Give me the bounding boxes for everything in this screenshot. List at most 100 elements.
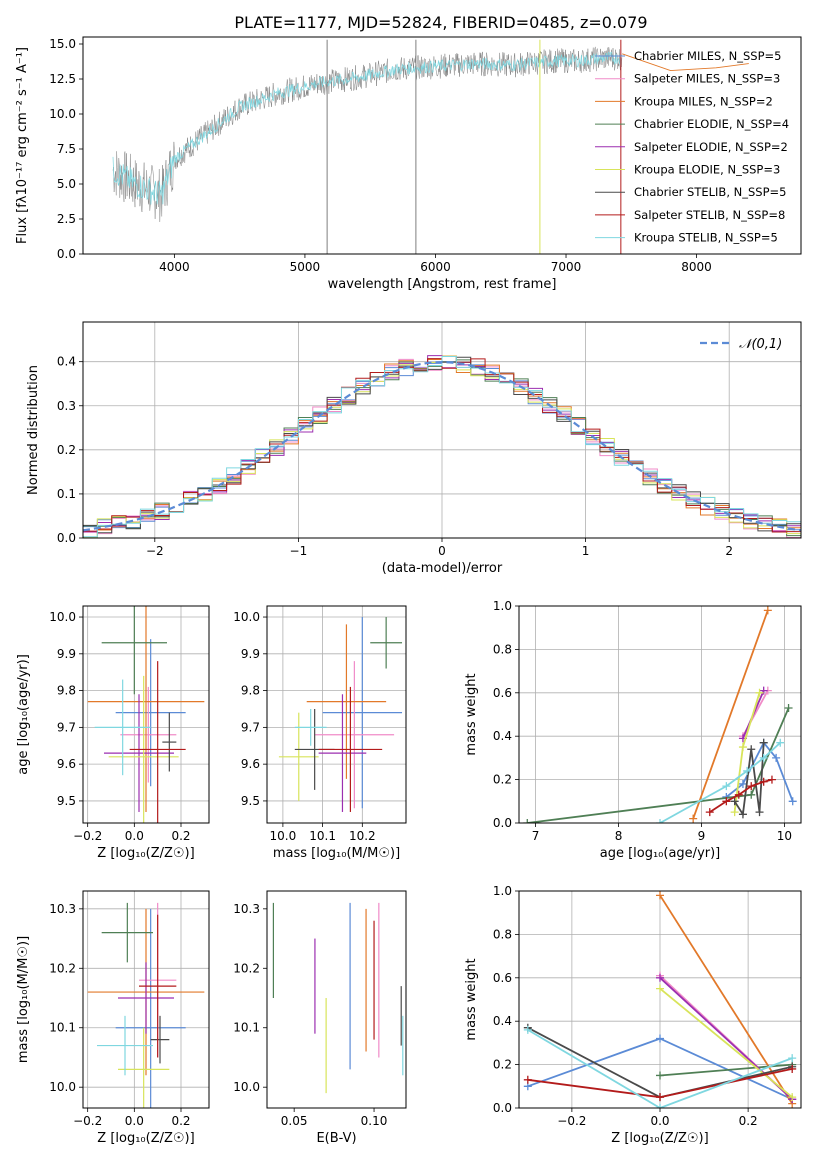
series-marker <box>734 790 743 799</box>
y-tick-label: 9.9 <box>57 647 76 661</box>
y-tick-label: 0.4 <box>57 355 76 369</box>
x-tick-label: −0.2 <box>73 1114 102 1128</box>
y-tick-label: 0.0 <box>57 531 76 545</box>
y-axis-label: mass weight <box>464 673 479 755</box>
series-marker <box>656 1093 664 1102</box>
axes-frame <box>82 36 802 255</box>
plot-area-weight_vs_Z <box>523 891 797 1108</box>
series-marker <box>656 891 664 900</box>
y-tick-label: 10.3 <box>49 902 76 916</box>
chart-weight_vs_Z: −0.2 0.0 0.2 0.0 0.2 0.4 0.6 0.8 1.0 Z [log₁₀(Z/Z… <box>464 884 802 1146</box>
y-tick-label: 0.0 <box>493 816 512 830</box>
x-tick-label: 0.05 <box>281 1114 308 1128</box>
x-tick-label: 10.2 <box>349 829 376 843</box>
y-tick-label: 0.8 <box>493 642 512 656</box>
weight-series <box>527 1029 793 1108</box>
x-tick-label: 0.0 <box>650 1114 669 1128</box>
x-axis-label: Z [log₁₀(Z/Z☉)] <box>97 1131 194 1146</box>
series-marker <box>788 797 797 806</box>
y-tick-label: 9.8 <box>57 684 76 698</box>
x-tick-label: 10.0 <box>270 829 297 843</box>
x-tick-label: 5000 <box>290 260 321 274</box>
x-tick-label: 0.0 <box>125 829 144 843</box>
series-marker <box>759 777 768 786</box>
y-tick-label: 9.7 <box>241 720 260 734</box>
y-tick-label: 0.6 <box>493 686 512 700</box>
series-marker <box>767 775 776 784</box>
weight-series <box>659 987 793 1098</box>
axes-frame <box>82 321 802 539</box>
x-tick-label: 1 <box>582 544 590 558</box>
x-axis-label: (data-model)/error <box>382 561 503 576</box>
series-marker <box>755 688 764 697</box>
series-marker <box>747 782 756 791</box>
legend-label: Kroupa STELIB, N_SSP=5 <box>634 231 778 245</box>
y-tick-label: 9.5 <box>241 794 260 808</box>
x-axis-label: mass [log₁₀(M/M☉)] <box>273 846 400 861</box>
y-tick-label: 0.8 <box>493 927 512 941</box>
y-axis-label: Flux [fλ10⁻¹⁷ erg cm⁻² s⁻¹ A⁻¹] <box>15 47 30 244</box>
x-tick-label: 8000 <box>681 260 712 274</box>
series-marker <box>788 1093 797 1102</box>
x-tick-label: 0.2 <box>171 1114 190 1128</box>
x-tick-label: 0.10 <box>361 1114 388 1128</box>
y-tick-label: 10.0 <box>49 1080 76 1094</box>
series-marker <box>730 797 739 806</box>
legend-label: Salpeter MILES, N_SSP=3 <box>634 72 780 86</box>
x-tick-label: −2 <box>146 544 164 558</box>
series-marker <box>722 797 731 806</box>
axes-frame <box>266 605 407 824</box>
axes-frame <box>266 890 407 1109</box>
chart-residuals: −2 −1 0 1 2 0.0 0.1 0.2 0.3 0.4 (data-model)/error… <box>26 321 802 576</box>
x-tick-label: 0.0 <box>125 1114 144 1128</box>
series-marker <box>788 1054 797 1063</box>
series-marker <box>747 745 756 754</box>
x-tick-label: 6000 <box>420 260 451 274</box>
weight-series <box>659 894 793 1105</box>
spectrum-tail-line <box>622 53 749 72</box>
x-axis-label: wavelength [Angstrom, rest frame] <box>328 277 557 292</box>
chart-age_vs_mass: 10.0 10.1 10.2 9.5 9.6 9.7 9.8 9.9 10.0 mass [log… <box>233 605 407 861</box>
x-tick-label: 2 <box>725 544 733 558</box>
chart-spectrum: 4000 5000 6000 7000 8000 0.0 2.5 5.0 7.5 10.0 12.5… <box>15 36 802 292</box>
y-tick-label: 10.0 <box>233 610 260 624</box>
series-marker <box>738 743 747 752</box>
y-tick-label: 12.5 <box>49 72 76 86</box>
y-axis-label: age [log₁₀(age/yr)] <box>16 654 31 775</box>
y-tick-label: 15.0 <box>49 37 76 51</box>
y-tick-label: 10.1 <box>233 1021 260 1035</box>
series-marker <box>656 1034 664 1043</box>
series-marker <box>656 973 664 982</box>
y-tick-label: 0.3 <box>57 399 76 413</box>
series-marker <box>747 790 756 799</box>
series-marker <box>656 1071 664 1080</box>
axes-frame <box>82 605 210 824</box>
y-tick-label: 10.2 <box>233 961 260 975</box>
legend-label: Chabrier STELIB, N_SSP=5 <box>634 185 786 199</box>
x-tick-label: 7000 <box>551 260 582 274</box>
y-tick-label: 0.6 <box>493 971 512 985</box>
panels: 4000 5000 6000 7000 80000.02.55.07.510.012.5… <box>15 36 802 1146</box>
x-tick-label: 8 <box>615 829 623 843</box>
y-tick-label: 0.2 <box>493 773 512 787</box>
y-tick-label: 9.5 <box>57 794 76 808</box>
y-tick-label: 9.6 <box>241 757 260 771</box>
weight-series <box>692 609 769 820</box>
spectrum-model-line <box>112 51 622 205</box>
y-tick-label: 0.4 <box>493 1014 512 1028</box>
y-tick-label: 0.4 <box>493 729 512 743</box>
legend-label: Chabrier ELODIE, N_SSP=4 <box>634 117 789 131</box>
y-tick-label: 0.0 <box>57 247 76 261</box>
legend-label: Salpeter ELODIE, N_SSP=2 <box>634 140 788 154</box>
legend-label: Kroupa ELODIE, N_SSP=3 <box>634 163 780 177</box>
y-tick-label: 2.5 <box>57 212 76 226</box>
series-marker <box>759 686 768 695</box>
y-tick-label: 0.2 <box>57 443 76 457</box>
x-axis-label: E(B-V) <box>316 1131 356 1146</box>
series-marker <box>722 782 731 791</box>
y-tick-label: 9.8 <box>241 684 260 698</box>
y-tick-label: 1.0 <box>493 599 512 613</box>
y-tick-label: 7.5 <box>57 142 76 156</box>
y-tick-label: 10.0 <box>233 1080 260 1094</box>
y-axis-label: mass weight <box>464 958 479 1040</box>
